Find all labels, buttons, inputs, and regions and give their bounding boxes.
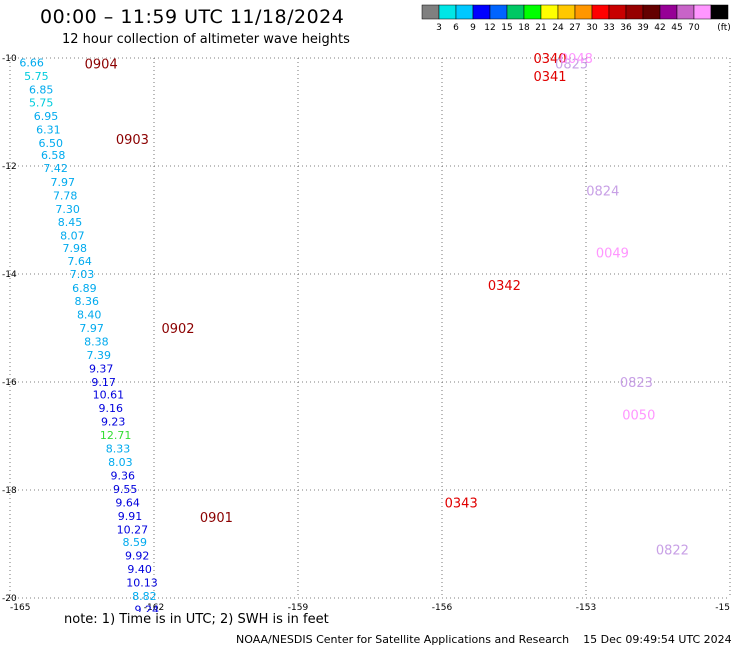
swh-value: 9.40 [127,563,152,576]
pass-number-label: 0822 [656,543,689,558]
swh-value: 7.30 [55,203,80,216]
swh-value: 9.37 [89,363,114,376]
swh-value: 6.58 [41,149,66,162]
swh-value: 8.07 [60,230,85,243]
colorbar-label: 70 [688,23,700,33]
swh-value: 9.55 [113,483,138,496]
colorbar-label: 24 [552,23,564,33]
colorbar-label: 30 [586,23,598,33]
colorbar-label: 39 [637,23,649,33]
swh-value: 9.16 [99,402,124,415]
colorbar-label: 6 [453,23,459,33]
colorbar-unit: (ft) [717,23,731,33]
colorbar-label: 42 [654,23,665,33]
credit-timestamp: 15 Dec 09:49:54 UTC 2024 [583,633,732,646]
swh-value: 8.38 [84,336,109,349]
x-tick-label: -15 [715,603,730,612]
swh-value: 8.45 [58,216,83,229]
swh-value: 5.75 [29,96,54,109]
pass-number-label: 0901 [200,511,233,526]
wave-height-map: -165 -162 -159 -156 -153 -15 -10 -12 -14 -16 -18 -2… [2,52,731,612]
pass-number-label: 0904 [85,57,118,72]
swh-value: 7.97 [51,176,76,189]
swh-value: 7.78 [53,190,78,203]
swh-value: 6.95 [34,110,59,123]
swh-value: 6.50 [39,137,64,150]
y-tick-label: -20 [2,594,17,604]
swh-value: 9.92 [125,549,150,562]
y-tick-label: -14 [2,270,17,280]
swh-value: 7.42 [43,162,68,175]
x-tick-label: -153 [576,603,596,612]
swh-value: 10.13 [126,576,158,589]
swh-value: 8.40 [77,309,102,322]
swh-value: 8.36 [75,295,100,308]
colorbar-label: 21 [535,23,546,33]
colorbar-label: 15 [501,23,512,33]
swh-value: 12.71 [100,429,132,442]
swh-value: 10.61 [93,388,125,401]
chart-title: 00:00 – 11:59 UTC 11/18/2024 [40,6,345,28]
y-tick-label: -18 [2,486,17,496]
pass-number-label: 0343 [445,496,478,511]
swh-value: 7.39 [87,349,112,362]
colorbar-label: 12 [484,23,495,33]
color-scale-legend: 3 6 9 12 15 18 21 24 27 30 33 36 39 42 45 70 (ft) [421,4,731,33]
swh-value: 9.36 [111,469,136,482]
swh-value: 7.98 [63,242,88,255]
footnote: note: 1) Time is in UTC; 2) SWH is in fe… [64,612,329,627]
swh-value: 7.03 [70,268,95,281]
colorbar-swatch [710,4,729,20]
y-tick-label: -12 [2,162,17,172]
colorbar-label: 27 [569,23,580,33]
swh-value: 8.82 [132,590,157,603]
chart-subtitle: 12 hour collection of altimeter wave hei… [62,32,350,47]
colorbar-label: 33 [603,23,614,33]
colorbar-label: 9 [470,23,476,33]
pass-number-label: 0823 [620,376,653,391]
pass-number-label: 0341 [533,70,566,85]
swh-value: 6.31 [36,123,61,136]
credit-line: NOAA/NESDIS Center for Satellite Applica… [236,633,732,646]
pass-number-label: 0824 [586,184,619,199]
swh-value: 9.24 [135,603,160,612]
x-tick-label: -159 [288,603,309,612]
pass-number-label: 0049 [596,246,629,261]
swh-value: 6.89 [72,282,97,295]
colorbar-label: 45 [671,23,682,33]
colorbar-label: 3 [436,23,442,33]
swh-value: 8.33 [106,442,131,455]
swh-value: 10.27 [117,523,149,536]
x-tick-label: -156 [432,603,453,612]
pass-number-label: 0050 [622,408,655,423]
colorbar-label: 36 [620,23,632,33]
y-tick-label: -16 [2,378,17,388]
swh-value: 9.64 [115,496,140,509]
swh-value: 9.23 [101,415,126,428]
x-tick-label: -165 [10,603,30,612]
swh-value: 6.66 [19,56,44,69]
pass-number-label: 0902 [161,322,194,337]
pass-number-label: 0342 [488,279,521,294]
credit-source: NOAA/NESDIS Center for Satellite Applica… [236,633,570,646]
swh-value: 5.75 [24,70,49,83]
colorbar-label: 18 [518,23,530,33]
pass-number-label: 0048 [560,52,593,67]
pass-number-label: 0903 [116,133,149,148]
swh-value: 8.03 [108,456,133,469]
swh-value: 9.17 [91,376,116,389]
x-tick-label: -162 [144,603,164,612]
swh-value: 7.97 [79,322,104,335]
y-tick-label: -10 [2,54,17,64]
swh-value: 6.85 [29,83,54,96]
pass-number-label: 0825 [555,57,588,72]
pass-number-label: 0340 [533,52,566,67]
swh-value: 9.91 [118,510,143,523]
swh-value: 8.59 [123,536,148,549]
swh-value: 7.64 [67,255,92,268]
